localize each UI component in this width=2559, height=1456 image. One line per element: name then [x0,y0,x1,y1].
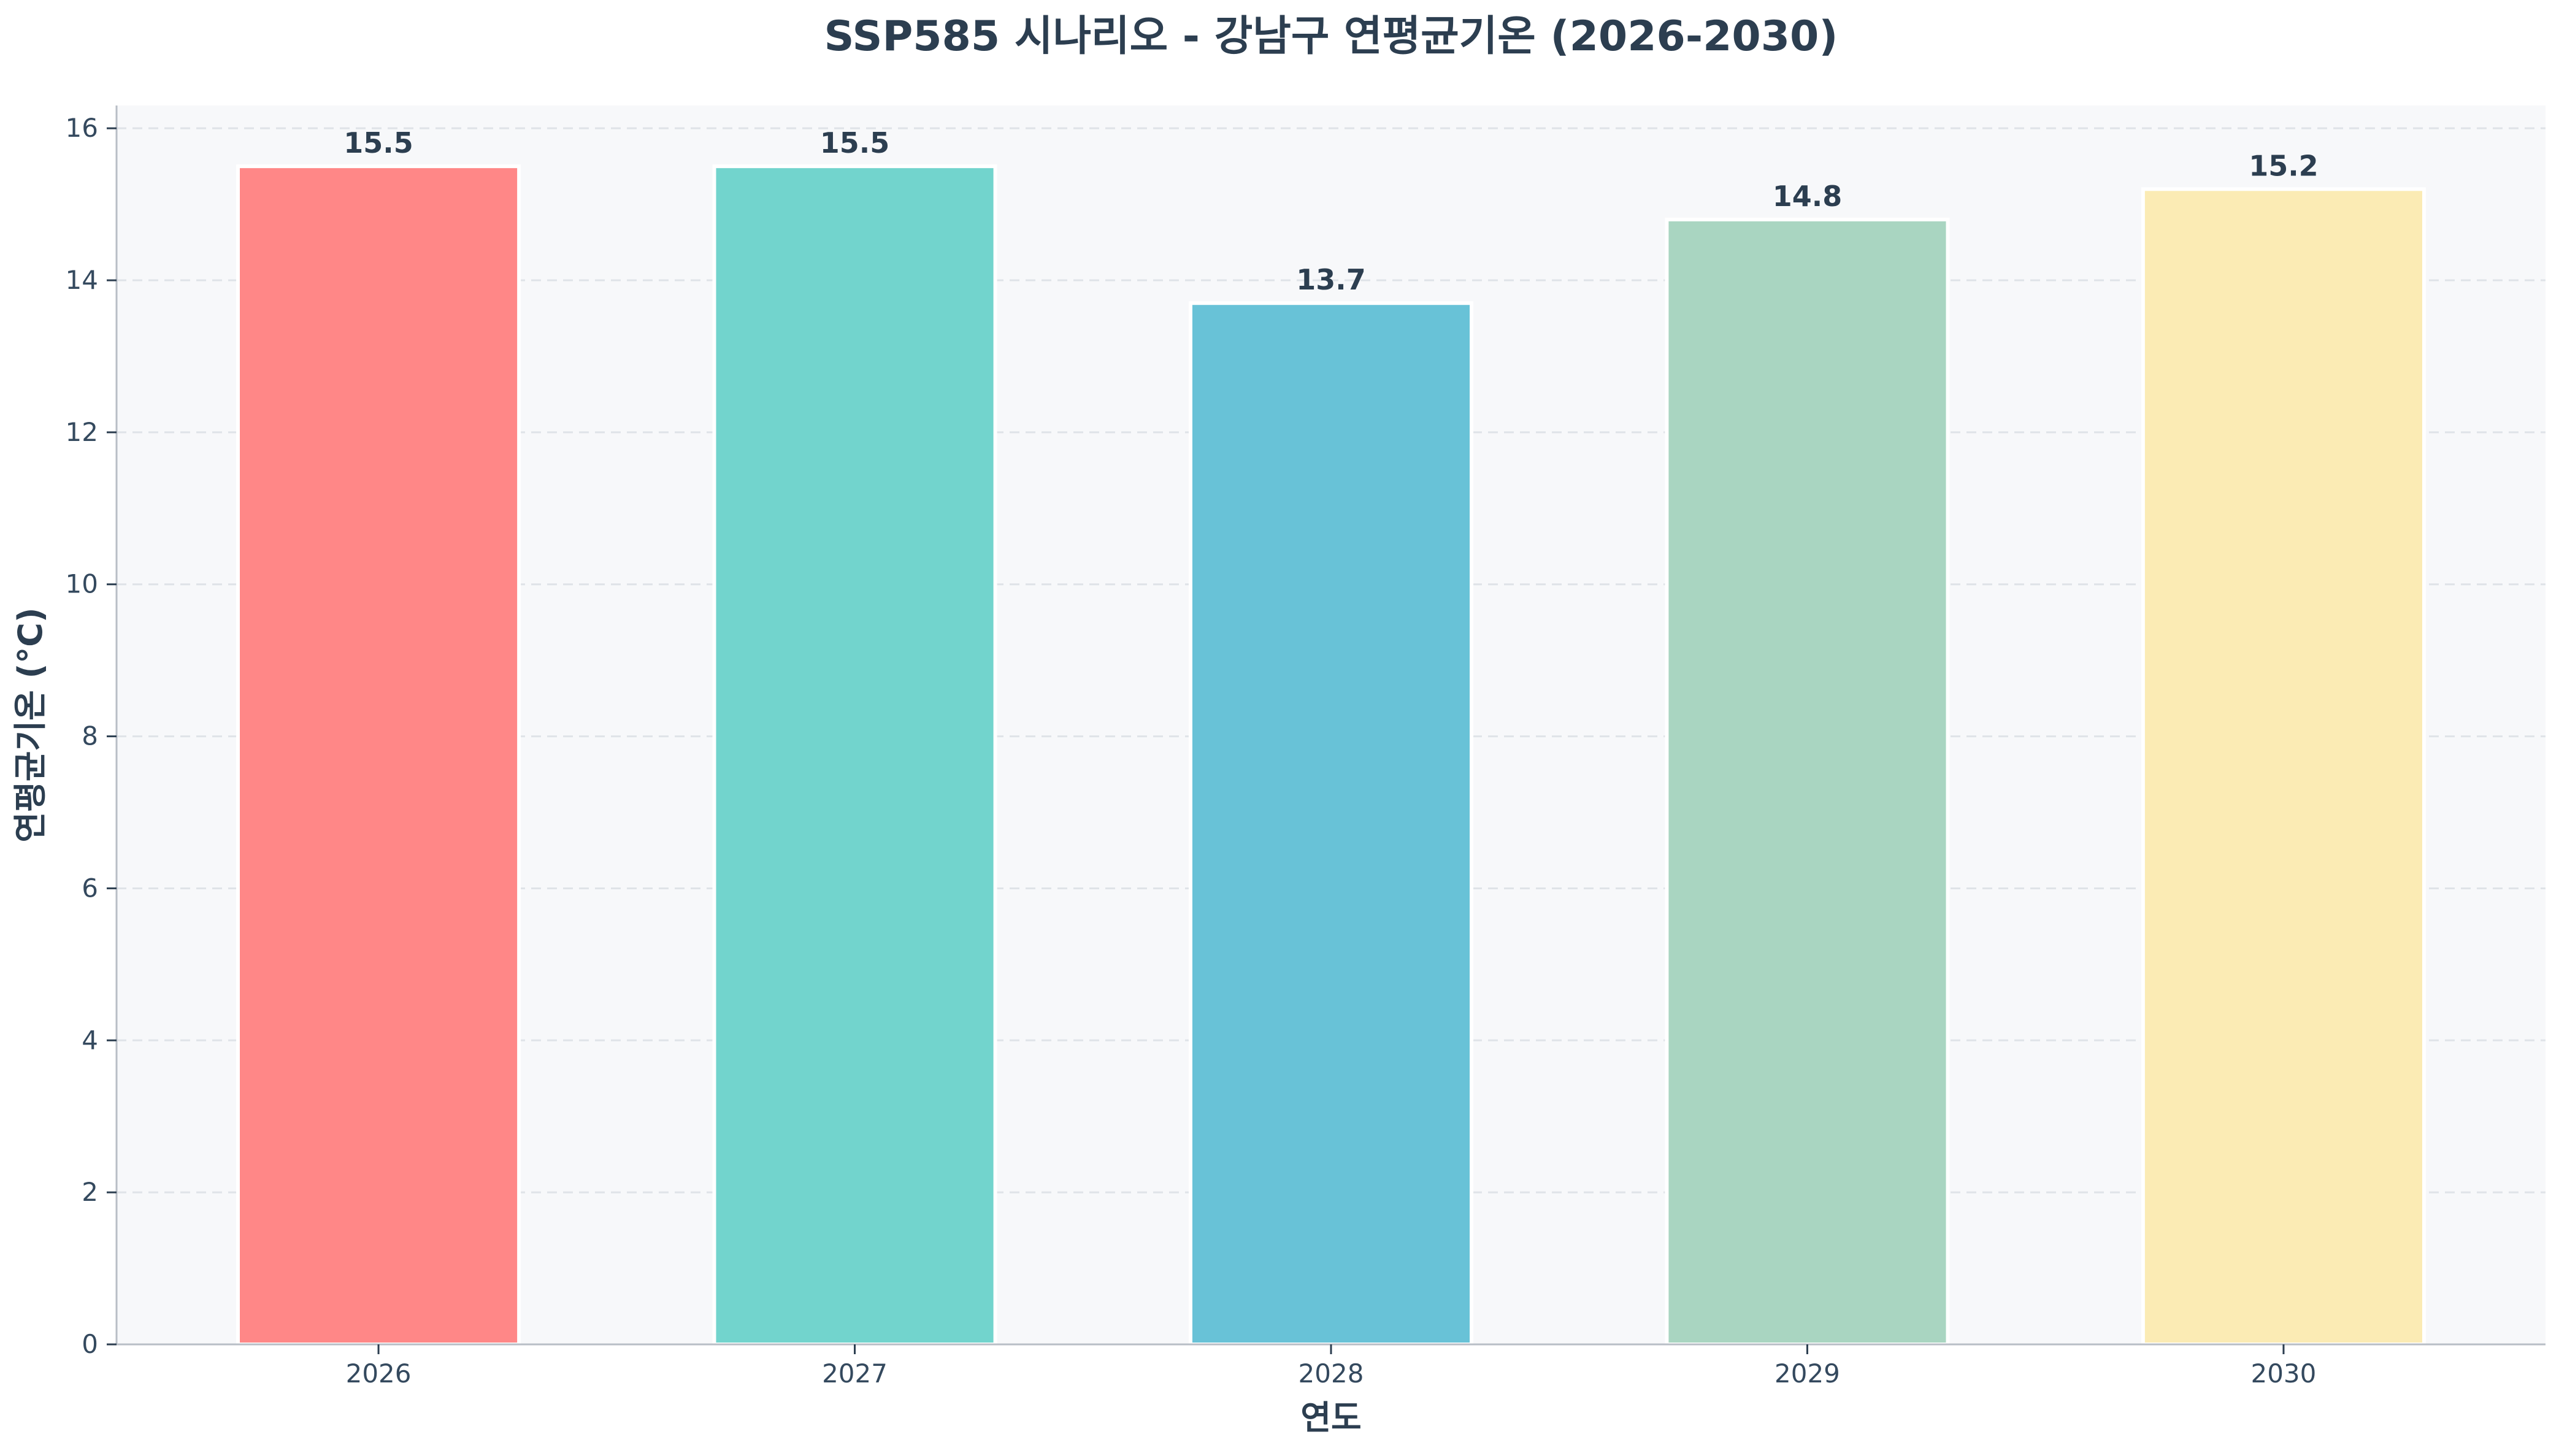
x-tick-label-2027: 2027 [822,1358,888,1389]
y-tick-label: 8 [82,721,98,751]
x-tick-label-2029: 2029 [1774,1358,1840,1389]
x-axis-label: 연도 [1300,1398,1361,1437]
y-ticks: 0 2 4 6 8 10 12 14 16 [66,113,117,1359]
y-tick-label: 12 [66,417,98,447]
value-label-2030: 15.2 [2249,149,2319,182]
y-tick-label: 6 [82,873,98,903]
value-label-2027: 15.5 [820,126,890,159]
y-tick-label: 10 [66,569,98,599]
x-tick-label-2026: 2026 [346,1358,412,1389]
bars [236,164,2426,1347]
bar-2026 [236,164,521,1346]
y-tick-label: 14 [66,265,98,295]
bar-2030 [2141,187,2426,1347]
y-tick-label: 4 [82,1025,98,1055]
y-tick-label: 16 [66,113,98,143]
value-label-2029: 14.8 [1773,180,1843,213]
value-label-2028: 13.7 [1296,263,1366,296]
bar-2027 [712,164,997,1346]
bar-2028 [1188,301,1474,1346]
y-axis-label: 연평균기온 (°C) [11,607,50,842]
y-tick-label: 2 [82,1177,98,1207]
bar-2029 [1665,217,1950,1347]
value-label-2026: 15.5 [343,126,413,159]
chart-title: SSP585 시나리오 - 강남구 연평균기온 (2026-2030) [824,12,1838,61]
x-ticks: 2026 2027 2028 2029 2030 [346,1344,2316,1389]
x-tick-label-2028: 2028 [1299,1358,1364,1389]
x-tick-label-2030: 2030 [2250,1358,2316,1389]
y-tick-label: 0 [82,1329,98,1359]
value-labels: 15.5 15.5 13.7 14.8 15.2 [343,126,2318,296]
